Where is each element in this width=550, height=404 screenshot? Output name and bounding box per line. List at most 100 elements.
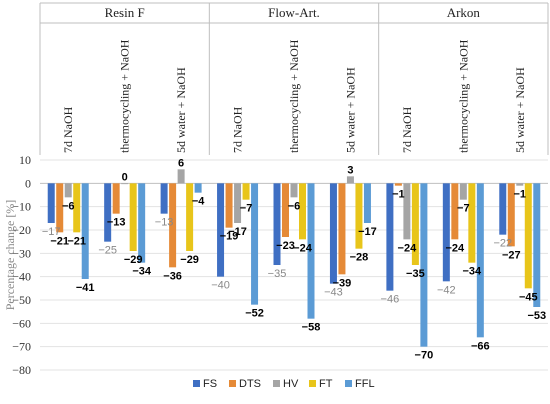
data-label: −46 [381,294,400,306]
bar-ft [468,183,476,263]
data-label: −6 [288,200,301,212]
y-axis-title: Percentage change [%] [3,200,17,311]
bar-ffl [476,183,484,338]
data-label: −23 [276,240,295,252]
bar-fs [217,183,225,277]
data-label: −25 [98,245,117,257]
group-title: Resin F [105,5,145,20]
data-label: −21 [50,235,69,247]
data-label: −4 [192,196,205,208]
category-label: 7d NaOH [400,106,414,153]
data-label: −22 [493,238,512,250]
legend-entry: DTS [239,378,261,390]
data-labels: −17−21−6−21−41−25−130−29−34−13−366−29−4−… [42,157,546,361]
data-label: −34 [462,266,482,278]
bar-ft [186,183,194,251]
data-label: −24 [293,242,313,254]
data-label: −21 [67,235,86,247]
data-label: −34 [132,266,152,278]
bar-ft [242,183,250,200]
data-label: −52 [245,308,264,320]
category-label: 7d NaOH [61,106,75,153]
bar-ft [355,183,363,249]
y-tick-label: −30 [12,246,31,260]
y-tick-label: 10 [19,153,31,167]
data-label: −35 [268,268,287,280]
bar-hv [403,183,411,240]
legend-swatch [345,380,352,387]
data-label: −7 [457,203,470,215]
category-label: thermocycling + NaOH [287,39,301,153]
bar-fs [386,183,394,291]
legend-entry: FFL [355,378,375,390]
data-label: −17 [42,226,61,238]
y-tick-label: −80 [12,363,31,377]
data-label: −6 [62,200,75,212]
bar-dts [451,183,459,240]
data-label: −1 [392,189,405,201]
bar-fs [273,183,281,265]
legend-swatch [309,380,316,387]
bar-hv [234,183,242,223]
category-label: thermocycling + NaOH [118,39,132,153]
bar-fs [104,183,112,242]
bar-ffl [194,183,202,193]
bars [47,169,541,347]
category-label: 5d water + NaOH [513,67,527,153]
data-label: 0 [122,171,128,183]
bar-dts [507,183,515,247]
group-title: Arkon [447,5,481,20]
bar-ft [411,183,419,265]
bar-dts [394,183,402,186]
data-label: −42 [437,284,456,296]
group-title: Flow-Art. [268,5,320,20]
y-tick-label: −40 [12,270,31,284]
gridlines [40,159,548,371]
bar-fs [499,183,507,235]
y-axis: 10 0 −10 −20 −30 −40 −50 −60 −70 −80 [12,153,31,377]
data-label: −45 [519,291,538,303]
legend-swatch [193,380,200,387]
data-label: −53 [527,310,546,322]
data-label: −35 [406,268,425,280]
bar-ft [524,183,532,289]
bar-dts [112,183,120,214]
data-label: −29 [180,254,199,266]
y-tick-label: −50 [12,293,31,307]
data-label: −24 [445,242,465,254]
bar-ft [299,183,306,240]
bar-hv [346,176,354,184]
category-label: 5d water + NaOH [174,67,188,153]
category-label: 5d water + NaOH [343,67,357,153]
bar-dts [169,183,177,268]
legend-entry: FS [203,378,217,390]
bar-ffl [251,183,259,305]
bar-dts [282,183,289,237]
data-label: −27 [502,249,521,261]
data-label: −40 [211,280,230,292]
category-label: thermocycling + NaOH [456,39,470,153]
bar-ffl [81,183,89,279]
bar-hv [64,183,72,198]
bar-fs [442,183,450,282]
bar-fs [329,183,337,284]
bar-fs [47,183,55,223]
legend-swatch [229,380,236,387]
bar-fs [160,183,168,214]
bar-ffl [138,183,146,263]
y-tick-label: −10 [12,200,31,214]
bar-hv [121,183,129,185]
legend-entry: HV [283,378,299,390]
header-table: Resin F 7d NaOH thermocycling + NaOH 5d wat… [39,2,549,155]
data-label: −13 [107,217,126,229]
y-tick-label: −70 [12,340,31,354]
bar-hv [177,169,185,184]
data-label: −24 [398,242,418,254]
y-tick-label: −20 [12,223,31,237]
bar-ffl [420,183,428,347]
data-label: −36 [163,270,182,282]
legend-entry: FT [319,378,333,390]
data-label: 6 [178,157,184,169]
bar-ffl [307,183,315,319]
